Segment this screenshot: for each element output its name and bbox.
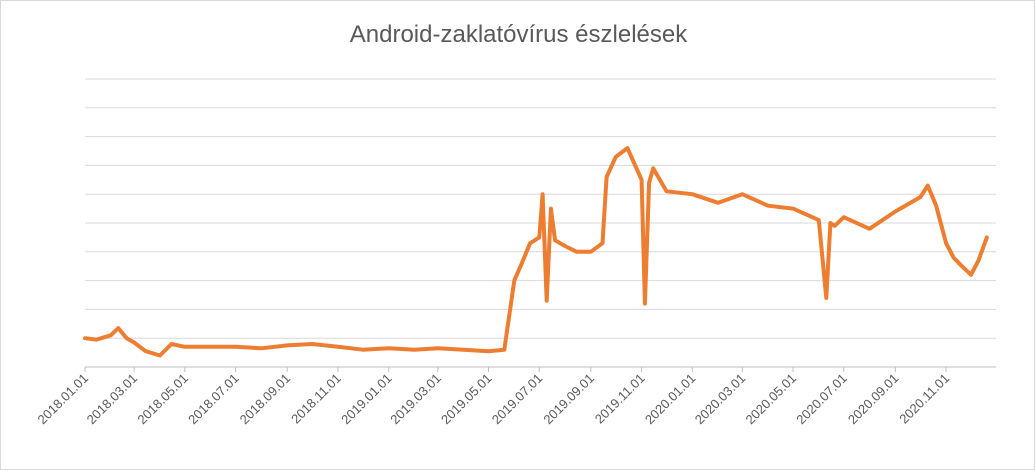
- x-tick-label: 2019.07.01: [489, 371, 546, 428]
- x-tick-label: 2018.05.01: [134, 371, 191, 428]
- x-tick-label: 2020.09.01: [845, 371, 902, 428]
- gridlines: [85, 78, 996, 339]
- x-axis: [84, 366, 996, 372]
- x-tick-label: 2020.03.01: [692, 371, 749, 428]
- x-tick-label: 2018.09.01: [237, 371, 294, 428]
- x-tick-label: 2020.07.01: [793, 371, 850, 428]
- chart-title: Android-zaklatóvírus észlelések: [349, 21, 688, 48]
- x-tick-label: 2019.09.01: [540, 371, 597, 428]
- x-tick-label: 2018.07.01: [185, 371, 242, 428]
- x-tick-label: 2019.03.01: [387, 371, 444, 428]
- series-line: [83, 146, 989, 358]
- x-tick-labels: 2018.01.012018.03.012018.05.012018.07.01…: [34, 371, 952, 428]
- x-tick-label: 2020.01.01: [642, 371, 699, 428]
- x-tick-label: 2020.11.01: [896, 371, 952, 427]
- x-tick-label: 2018.01.01: [34, 371, 91, 428]
- x-tick-label: 2018.11.01: [288, 371, 344, 427]
- x-tick-label: 2019.01.01: [338, 371, 395, 428]
- x-tick-label: 2019.05.01: [438, 371, 495, 428]
- series-layer: [83, 146, 989, 358]
- x-tick-label: 2019.11.01: [592, 371, 648, 427]
- x-tick-label: 2018.03.01: [84, 371, 141, 428]
- x-tick-label: 2020.05.01: [742, 371, 799, 428]
